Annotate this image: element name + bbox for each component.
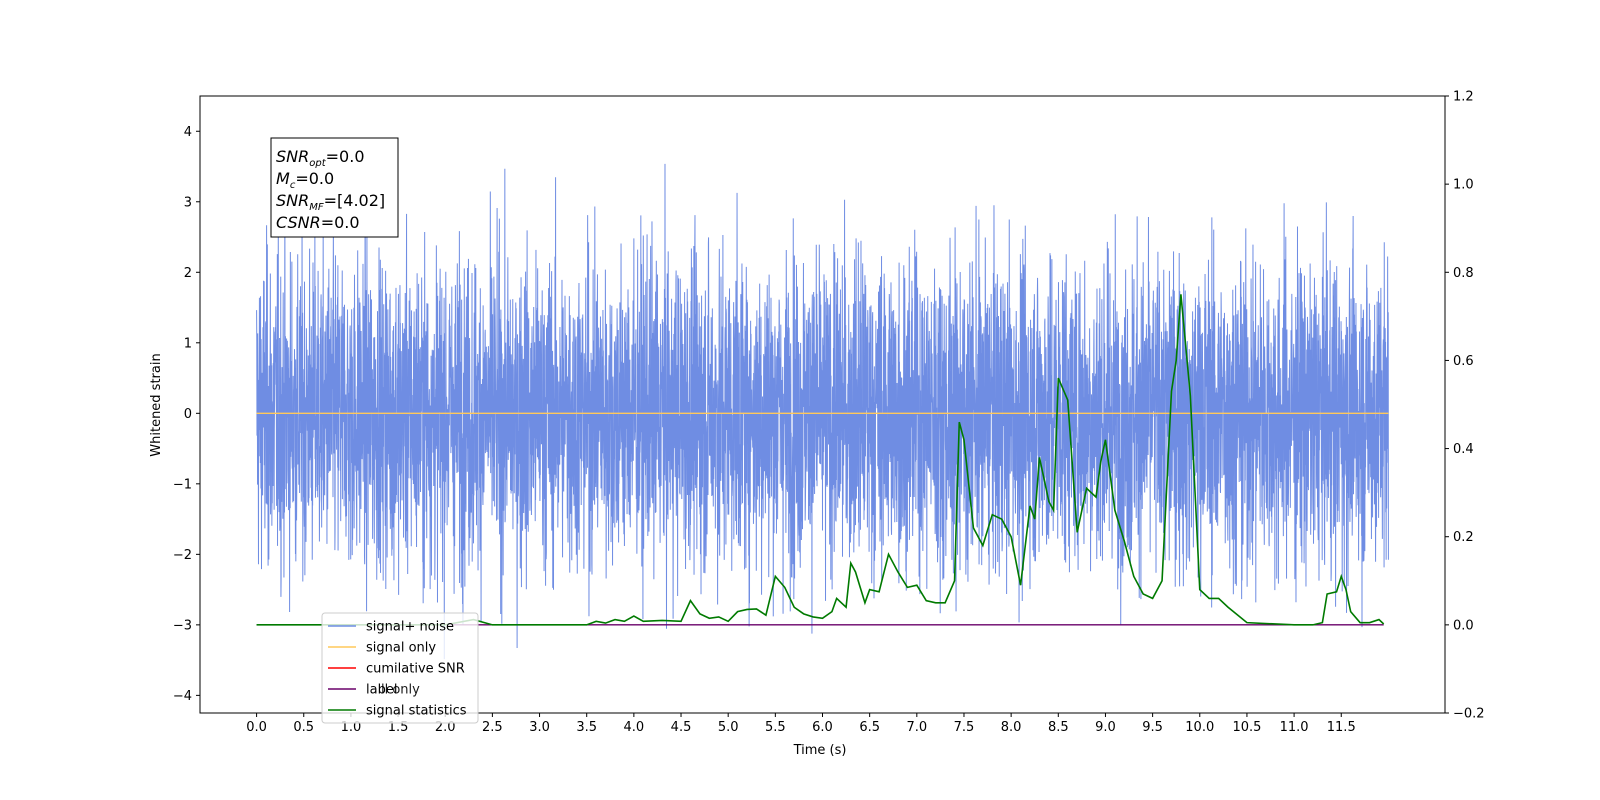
x-tick-label: 2.5 xyxy=(482,720,503,735)
y-tick-label: −4 xyxy=(173,689,192,704)
series-signal-noise xyxy=(256,163,1389,660)
legend-ghost-text: ll only xyxy=(381,683,420,698)
legend-label: label xyxy=(366,683,397,698)
y2-tick-label: 0.6 xyxy=(1453,354,1474,369)
x-tick-label: 0.0 xyxy=(246,720,267,735)
annotation-value: =0.0 xyxy=(295,169,334,188)
x-tick-label: 9.0 xyxy=(1095,720,1116,735)
x-tick-label: 5.0 xyxy=(718,720,739,735)
annotation-symbol: M xyxy=(276,169,290,188)
y-tick-label: 4 xyxy=(184,125,192,140)
x-tick-label: 7.0 xyxy=(906,720,927,735)
y-tick-label: −1 xyxy=(173,477,192,492)
x-tick-label: 5.5 xyxy=(765,720,786,735)
x-tick-label: 9.5 xyxy=(1142,720,1163,735)
legend-label: signal+ noise xyxy=(366,620,454,635)
annotation-value: =0.0 xyxy=(326,147,365,166)
legend-label: cumilative SNR xyxy=(366,662,465,677)
y2-tick-label: 1.0 xyxy=(1453,178,1474,193)
y2-tick-label: −0.2 xyxy=(1453,707,1485,722)
annotation-value: =[4.02] xyxy=(324,191,386,210)
x-tick-label: 1.5 xyxy=(388,720,409,735)
x-tick-label: 7.5 xyxy=(954,720,975,735)
annotation-subscript: c xyxy=(290,180,296,191)
x-tick-label: 2.0 xyxy=(435,720,456,735)
y-tick-label: 0 xyxy=(184,407,192,422)
x-tick-label: 11.5 xyxy=(1327,720,1356,735)
annotation-line: SNRopt=0.0 xyxy=(276,147,365,169)
legend-label: signal only xyxy=(366,641,436,656)
x-tick-label: 10.0 xyxy=(1185,720,1214,735)
y2-tick-label: 0.8 xyxy=(1453,266,1474,281)
x-tick-label: 4.0 xyxy=(624,720,645,735)
y2-tick-label: 1.2 xyxy=(1453,90,1474,105)
annotation-subscript: opt xyxy=(309,158,326,169)
legend: signal+ noise signal only cumilative SNR la… xyxy=(321,612,479,724)
y2-tick-label: 0.4 xyxy=(1453,442,1474,457)
x-axis-label: Time (s) xyxy=(793,743,847,758)
y-axis-left: 4 3 2 1 0 −1 −2 −3 −4 xyxy=(173,125,200,704)
x-tick-label: 1.0 xyxy=(341,720,362,735)
y-tick-label: −2 xyxy=(173,548,192,563)
legend-label: signal statistics xyxy=(366,704,467,719)
annotation-line: SNRMF=[4.02] xyxy=(276,191,385,213)
x-tick-label: 3.0 xyxy=(529,720,550,735)
annotation-box-frame xyxy=(270,137,399,238)
x-tick-label: 11.0 xyxy=(1280,720,1309,735)
x-tick-label: 6.5 xyxy=(859,720,880,735)
y-axis-right: 1.2 1.0 0.8 0.6 0.4 0.2 0.0 −0.2 xyxy=(1445,90,1485,722)
y-tick-label: 3 xyxy=(184,195,192,210)
x-tick-label: 4.5 xyxy=(671,720,692,735)
y-tick-label: 2 xyxy=(184,266,192,281)
annotation-symbol: SNR xyxy=(276,191,309,210)
x-tick-label: 8.5 xyxy=(1048,720,1069,735)
legend-frame xyxy=(321,612,479,724)
series-line-signal-noise xyxy=(256,163,1389,660)
y-tick-label: 1 xyxy=(184,336,192,351)
x-tick-label: 0.5 xyxy=(293,720,314,735)
annotation-line: CSNR=0.0 xyxy=(276,213,360,232)
series-line-signal-statistics xyxy=(256,294,1385,626)
y2-tick-label: 0.2 xyxy=(1453,530,1474,545)
y-axis-label: Whitened strain xyxy=(149,353,164,456)
y2-tick-label: 0.0 xyxy=(1453,618,1474,633)
annotation-symbol: CSNR xyxy=(276,213,321,232)
x-tick-label: 6.0 xyxy=(812,720,833,735)
annotation-subscript: MF xyxy=(309,202,324,213)
annotation-symbol: SNR xyxy=(276,147,309,166)
annotation-line: Mc=0.0 xyxy=(276,169,334,191)
x-tick-label: 8.0 xyxy=(1001,720,1022,735)
y-tick-label: −3 xyxy=(173,618,192,633)
annotation-value: =0.0 xyxy=(321,213,360,232)
x-tick-label: 10.5 xyxy=(1232,720,1261,735)
x-axis: 0.0 0.5 1.0 1.5 2.0 2.5 3.0 3.5 4.0 4.5 5.0 5.5 6.0 6… xyxy=(246,713,1356,735)
x-tick-label: 3.5 xyxy=(576,720,597,735)
